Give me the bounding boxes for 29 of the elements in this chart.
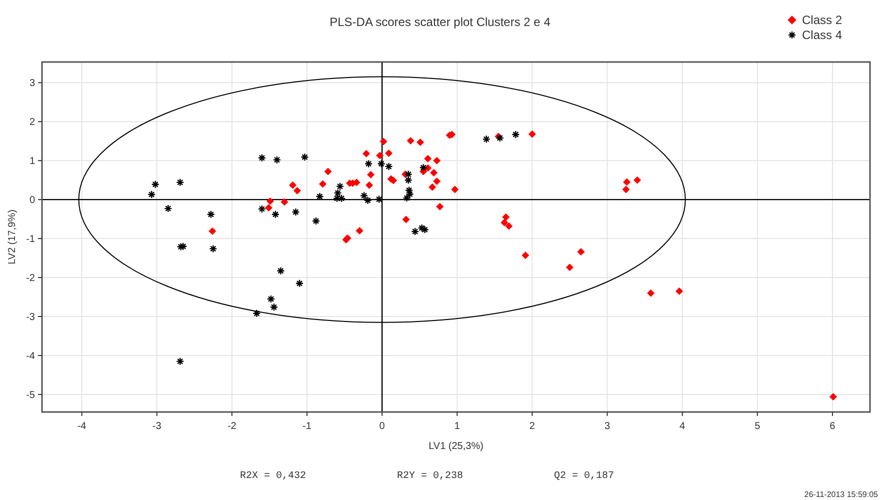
y-tick-label: 2 [29, 117, 36, 128]
y-tick-label: -1 [26, 234, 36, 246]
text: Q2 = 0,187 [554, 471, 614, 482]
x-tick-label: -3 [152, 421, 162, 432]
x-tick-label: 2 [529, 421, 536, 432]
y-tick-label: 0 [29, 195, 36, 206]
legend-label: Class 2 [802, 13, 842, 27]
y-tick-label: 1 [29, 156, 36, 168]
x-tick-label: 0 [379, 421, 386, 432]
y-tick-label: -2 [26, 273, 36, 284]
y-axis-title: LV2 (17,9%) [7, 210, 18, 264]
text: 26-11-2013 15:59:05 [804, 490, 879, 499]
x-tick-label: 5 [754, 421, 761, 432]
y-tick-label: 3 [29, 78, 36, 90]
x-tick-label: 1 [454, 421, 460, 432]
y-tick-label: -5 [26, 390, 36, 401]
legend-label: Class 4 [802, 28, 842, 42]
x-tick-label: 4 [680, 421, 686, 432]
y-tick-label: -3 [26, 312, 36, 324]
y-tick-label: -4 [26, 350, 36, 362]
x-tick-label: -4 [77, 421, 87, 432]
x-tick-label: 6 [830, 421, 836, 432]
x-tick-label: -1 [302, 421, 312, 432]
text: R2X = 0,432 [240, 471, 306, 482]
x-tick-label: 3 [604, 421, 610, 432]
x-axis-title: LV1 (25,3%) [428, 441, 484, 452]
chart-title: PLS-DA scores scatter plot Clusters 2 e 4 [330, 15, 551, 29]
x-tick-label: -2 [227, 421, 237, 432]
text: R2Y = 0,238 [397, 471, 464, 482]
